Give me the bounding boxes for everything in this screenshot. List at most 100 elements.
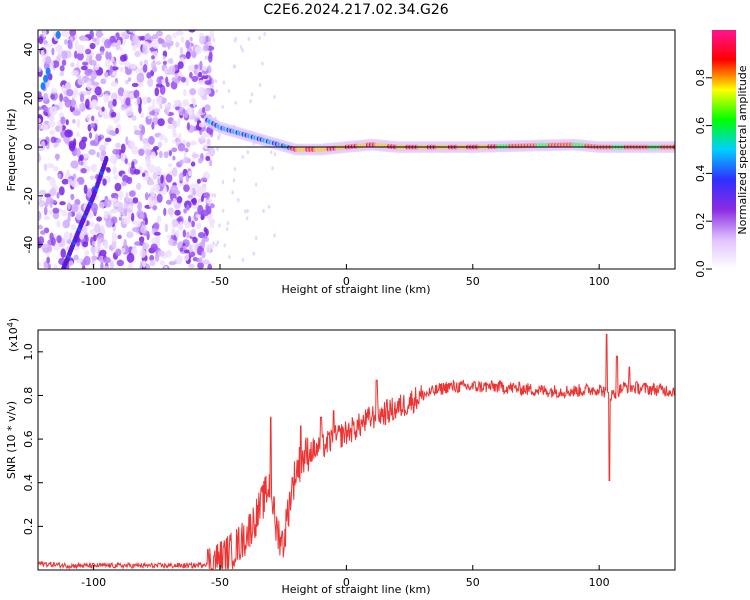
noise-speck	[70, 160, 79, 169]
noise-speck	[188, 263, 195, 269]
noise-speck	[157, 118, 165, 127]
noise-speck	[51, 60, 60, 69]
noise-speck	[158, 150, 163, 159]
noise-speck	[102, 178, 107, 186]
noise-speck	[144, 192, 149, 201]
noise-speck	[117, 95, 123, 101]
noise-speck	[69, 30, 77, 37]
noise-speck	[133, 169, 141, 175]
noise-speck	[91, 115, 95, 122]
noise-speck	[125, 79, 129, 85]
noise-speck	[273, 152, 277, 157]
colorbar-label: Normalized spectral amplitude	[736, 65, 749, 234]
noise-speck	[168, 261, 177, 266]
noise-speck	[233, 167, 237, 172]
noise-speck	[120, 97, 125, 106]
noise-speck	[56, 192, 60, 199]
noise-speck	[38, 210, 42, 221]
noise-speck	[201, 239, 206, 248]
noise-speck	[107, 100, 114, 110]
noise-speck	[128, 30, 137, 33]
noise-speck	[90, 71, 97, 80]
noise-speck	[215, 89, 219, 94]
noise-speck	[262, 208, 265, 213]
noise-speck	[196, 186, 203, 196]
noise-speck	[110, 80, 118, 88]
noise-speck	[216, 147, 219, 152]
noise-speck	[117, 234, 122, 240]
noise-speck	[208, 159, 213, 167]
noise-speck	[38, 224, 43, 230]
noise-speck	[131, 145, 139, 155]
noise-speck	[76, 44, 85, 54]
noise-speck	[82, 241, 89, 248]
noise-speck	[125, 136, 129, 146]
noise-speck	[80, 65, 88, 71]
noise-speck	[203, 44, 209, 52]
noise-speck	[189, 88, 197, 96]
noise-speck	[83, 37, 89, 42]
noise-speck	[142, 44, 148, 55]
noise-speck	[203, 227, 208, 233]
noise-speck	[40, 140, 46, 150]
noise-speck	[162, 55, 166, 61]
spectrogram-x-axis-label: Height of straight line (km)	[281, 283, 430, 296]
noise-speck	[100, 224, 105, 235]
noise-speck	[90, 202, 98, 213]
noise-speck	[117, 87, 125, 97]
diagonal-speck	[104, 155, 109, 163]
noise-speck	[71, 180, 79, 188]
noise-speck	[152, 98, 156, 109]
noise-speck	[115, 42, 121, 51]
spectrogram-y-tick-label: -40	[22, 236, 35, 254]
noise-speck	[203, 192, 211, 199]
noise-speck	[191, 197, 197, 206]
noise-speck	[86, 80, 92, 90]
snr-x-tick-label: 50	[466, 576, 480, 589]
noise-speck	[96, 216, 103, 222]
noise-speck	[90, 246, 99, 255]
noise-speck	[176, 254, 183, 265]
noise-speck	[100, 51, 105, 56]
noise-speck	[188, 170, 193, 177]
noise-speck	[141, 172, 146, 177]
noise-speck	[197, 261, 204, 269]
noise-speck	[43, 261, 48, 269]
noise-speck	[163, 265, 168, 269]
noise-speck	[46, 163, 55, 169]
noise-speck	[110, 197, 118, 203]
noise-speck	[92, 234, 97, 242]
noise-speck	[44, 106, 49, 113]
noise-speck	[61, 30, 69, 37]
noise-speck	[170, 184, 179, 194]
noise-speck	[119, 54, 127, 62]
noise-speck	[48, 115, 55, 121]
noise-speck	[108, 51, 112, 61]
noise-speck	[131, 115, 137, 121]
noise-speck	[38, 236, 45, 245]
noise-speck	[91, 260, 95, 268]
noise-speck	[95, 106, 102, 111]
noise-speck	[82, 61, 89, 66]
noise-speck	[164, 103, 171, 108]
noise-speck	[103, 39, 112, 49]
noise-speck	[177, 142, 186, 152]
noise-speck	[61, 178, 69, 185]
noise-speck	[172, 132, 178, 138]
noise-speck	[142, 242, 150, 250]
noise-region	[38, 30, 277, 269]
noise-speck	[100, 78, 107, 85]
noise-speck	[202, 65, 208, 72]
noise-speck	[201, 250, 206, 259]
noise-speck	[72, 109, 81, 116]
noise-speck	[76, 147, 81, 158]
noise-speck	[221, 180, 225, 185]
noise-speck	[99, 144, 107, 152]
noise-speck	[44, 193, 51, 198]
noise-speck	[195, 222, 202, 230]
noise-speck	[175, 229, 180, 238]
noise-speck	[211, 193, 214, 198]
colorbar-tick-label: 0.0	[694, 260, 707, 278]
noise-speck	[131, 247, 138, 256]
noise-speck	[191, 75, 199, 82]
